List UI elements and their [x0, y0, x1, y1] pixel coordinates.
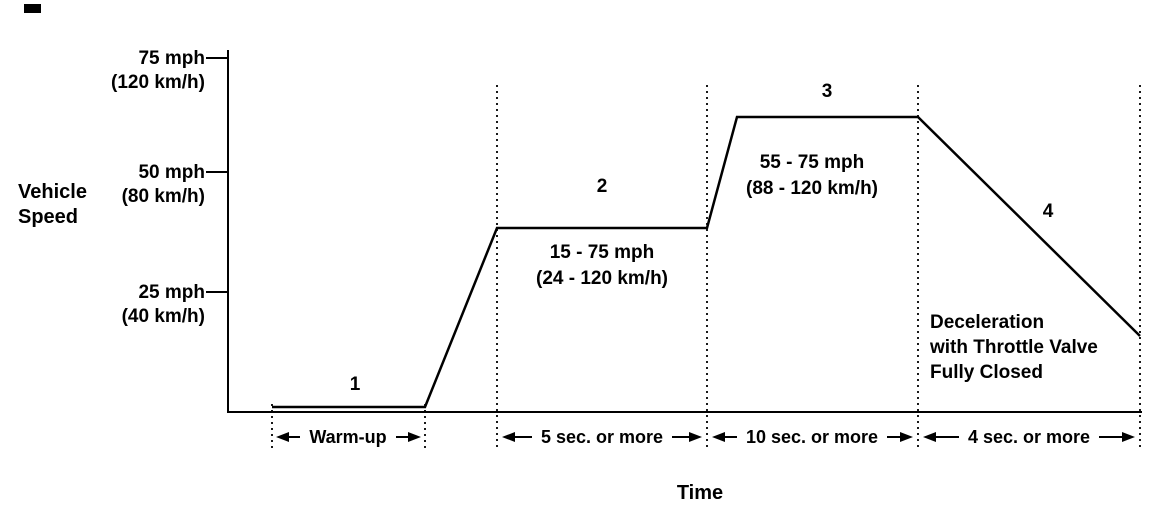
- phase-4-arrowhead-right: [1122, 432, 1135, 442]
- y-tick-label-120kmh: (120 km/h): [111, 72, 205, 93]
- phase-3-speed-range-metric: (88 - 120 km/h): [746, 178, 878, 199]
- y-tick-label-25mph: 25 mph: [138, 282, 205, 303]
- phase-2-duration-label: 5 sec. or more: [541, 427, 663, 447]
- phase-4-duration-label-bg: [959, 426, 1099, 448]
- print-artifact-mark: [24, 4, 41, 13]
- phase-2-arrowhead-right: [689, 432, 702, 442]
- phase-3-arrowhead-right: [900, 432, 913, 442]
- y-tick-label-80kmh: (80 km/h): [122, 186, 205, 207]
- phase-3-speed-range: 55 - 75 mph: [760, 152, 865, 173]
- phase-3-duration-label-bg: [737, 426, 887, 448]
- speed-profile-line: [272, 115, 1141, 409]
- phase-1-duration-label-bg: [300, 426, 396, 448]
- phase-2-speed-range: 15 - 75 mph: [550, 242, 655, 263]
- phase-2-speed-range-metric: (24 - 120 km/h): [536, 268, 668, 289]
- x-axis-title: Time: [677, 482, 723, 504]
- phase-4-note-line3: Fully Closed: [930, 362, 1043, 383]
- phase-4-number: 4: [1043, 201, 1054, 222]
- phase-2-duration-label-bg: [532, 426, 672, 448]
- y-axis-title-line2: Speed: [18, 206, 78, 228]
- phase-2-number: 2: [597, 176, 608, 197]
- y-tick-label-40kmh: (40 km/h): [122, 306, 205, 327]
- phase-4-arrowhead-left: [923, 432, 936, 442]
- phase-3-duration-label: 10 sec. or more: [746, 427, 878, 447]
- phase-3-number: 3: [822, 81, 833, 102]
- phase-1-number: 1: [350, 374, 361, 395]
- phase-2-arrowhead-left: [502, 432, 515, 442]
- y-tick-label-50mph: 50 mph: [138, 162, 205, 183]
- phase-1-duration-label: Warm-up: [309, 427, 386, 447]
- phase-1-arrowhead-left: [276, 432, 289, 442]
- y-axis-title-line1: Vehicle: [18, 181, 87, 203]
- phase-4-duration-label: 4 sec. or more: [968, 427, 1090, 447]
- phase-3-arrowhead-left: [712, 432, 725, 442]
- phase-4-note-line2: with Throttle Valve: [929, 337, 1098, 358]
- phase-4-note-line1: Deceleration: [930, 312, 1044, 333]
- phase-1-arrowhead-right: [408, 432, 421, 442]
- y-tick-label-75mph: 75 mph: [138, 48, 205, 69]
